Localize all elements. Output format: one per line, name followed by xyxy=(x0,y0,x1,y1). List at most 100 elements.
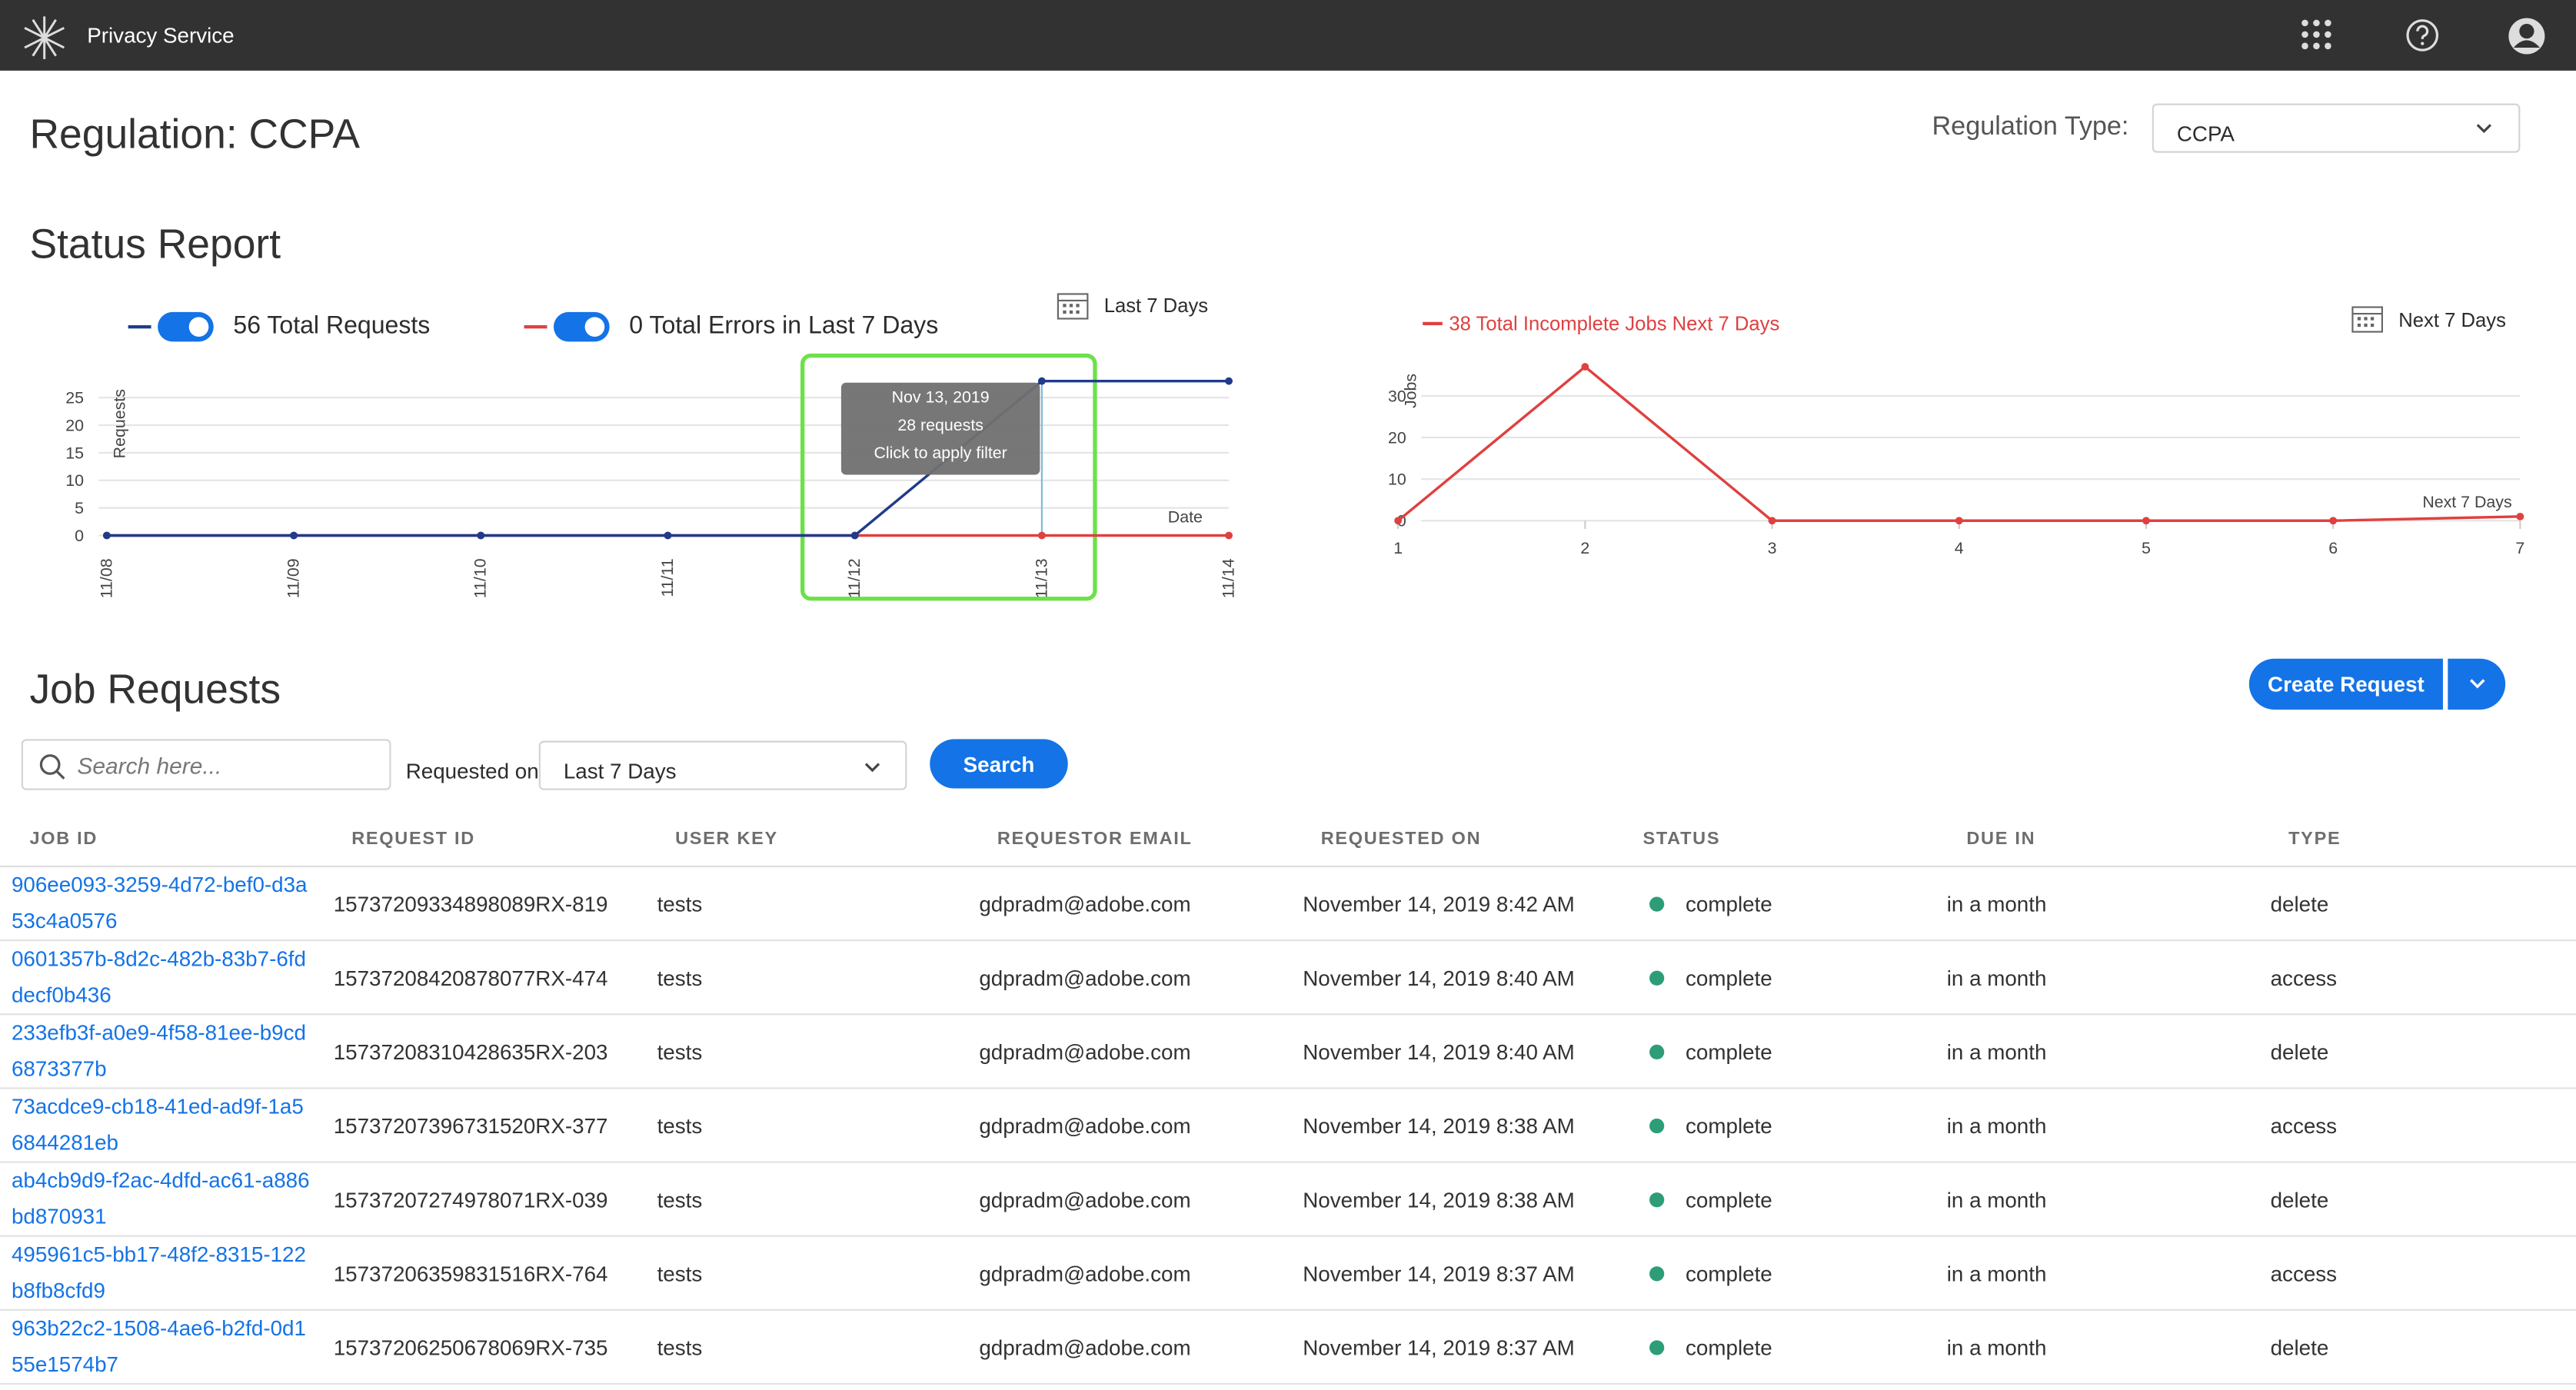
x-tick-label: 11/11 xyxy=(658,558,677,597)
range-label: Last 7 Days xyxy=(1103,294,1209,318)
table-cell: tests xyxy=(657,892,703,917)
status-dot xyxy=(1649,1340,1665,1355)
regulation-type-label: Regulation Type: xyxy=(1932,113,2129,141)
table-cell: delete xyxy=(2270,1039,2329,1065)
status-text: complete xyxy=(1686,892,1772,917)
chevron xyxy=(864,763,880,773)
data-point xyxy=(1394,517,1403,525)
section-title: Job Requests xyxy=(29,667,281,713)
x-tick-label: 4 xyxy=(1955,539,1964,557)
column-header: REQUESTOR EMAIL xyxy=(997,829,1193,850)
status-text: complete xyxy=(1686,1261,1772,1286)
table-cell: access xyxy=(2270,1261,2338,1286)
y-tick-label: 20 xyxy=(1388,429,1406,447)
table-cell: access xyxy=(2270,966,2338,991)
row-divider xyxy=(0,939,2576,942)
row-divider xyxy=(0,1161,2576,1163)
data-point xyxy=(2329,517,2338,525)
column-header: DUE IN xyxy=(1966,829,2036,850)
y-axis-label: Jobs xyxy=(1402,374,1420,408)
table-cell: November 14, 2019 8:38 AM xyxy=(1303,1113,1575,1139)
status-text: complete xyxy=(1686,1335,1772,1361)
job-id-link[interactable]: 73acdce9-cb18-41ed-ad9f-1a56844281eb xyxy=(11,1093,304,1155)
x-tick-label: 2 xyxy=(1580,539,1589,557)
table-cell: 15737208420878077RX-474 xyxy=(333,966,608,991)
table-cell: tests xyxy=(657,1039,703,1065)
table-cell: 15737206359831516RX-764 xyxy=(333,1261,608,1286)
search-button[interactable]: Search xyxy=(930,739,1068,789)
regulation-type-select[interactable]: CCPA xyxy=(2152,103,2521,153)
column-header: JOB ID xyxy=(29,829,98,850)
create-request-menu[interactable] xyxy=(2448,658,2506,710)
header-divider xyxy=(0,865,2576,868)
data-point xyxy=(477,531,485,540)
search-input[interactable]: Search here... xyxy=(21,739,391,790)
toggle[interactable] xyxy=(158,311,214,342)
calendar-icon[interactable] xyxy=(2351,304,2384,333)
calendar-icon[interactable] xyxy=(1057,291,1090,320)
apps-icon[interactable] xyxy=(2300,18,2333,52)
column-header: TYPE xyxy=(2288,829,2341,850)
data-point xyxy=(2516,512,2524,520)
data-point xyxy=(290,531,298,540)
status-dot xyxy=(1649,896,1665,912)
x-tick-label: 1 xyxy=(1393,539,1403,557)
job-id-link[interactable]: 963b22c2-1508-4ae6-b2fd-0d155e1574b7 xyxy=(11,1315,306,1377)
tooltip-text: Nov 13, 2019 xyxy=(892,387,990,406)
y-tick-label: 15 xyxy=(65,444,84,462)
requested-on-select[interactable]: Last 7 Days xyxy=(538,740,907,790)
chevron xyxy=(2476,124,2492,134)
table-cell: delete xyxy=(2270,1187,2329,1212)
table-cell: in a month xyxy=(1946,1261,2047,1286)
column-header: REQUEST ID xyxy=(351,829,475,850)
highlight-box xyxy=(800,353,1097,601)
data-point xyxy=(102,531,111,540)
chevron xyxy=(2468,678,2484,688)
job-id-link[interactable]: 233efb3f-a0e9-4f58-81ee-b9cd6873377b xyxy=(11,1019,306,1081)
table-cell: tests xyxy=(657,966,703,991)
table-cell: November 14, 2019 8:40 AM xyxy=(1303,966,1575,991)
user-avatar[interactable] xyxy=(2507,16,2546,55)
x-tick-label: 11/09 xyxy=(284,558,302,598)
table-cell: in a month xyxy=(1946,892,2047,917)
row-divider xyxy=(0,1235,2576,1237)
job-id-link[interactable]: 0601357b-8d2c-482b-83b7-6fddecf0b436 xyxy=(11,946,306,1007)
table-cell: delete xyxy=(2270,1335,2329,1361)
job-id-link[interactable]: 906ee093-3259-4d72-bef0-d3a53c4a0576 xyxy=(11,872,308,933)
app-logo[interactable] xyxy=(20,13,69,62)
toggle[interactable] xyxy=(553,311,610,342)
table-cell: in a month xyxy=(1946,1113,2047,1139)
series-line xyxy=(1397,364,2521,522)
job-id-link[interactable]: 495961c5-bb17-48f2-8315-122b8fb8cfd9 xyxy=(11,1242,306,1303)
table-cell: gdpradm@adobe.com xyxy=(979,1261,1191,1286)
status-dot xyxy=(1649,970,1665,986)
x-axis-label: Date xyxy=(1168,507,1203,526)
data-point xyxy=(1955,517,1963,525)
x-tick-label: 11/12 xyxy=(845,558,864,598)
app-name[interactable]: Privacy Service xyxy=(87,22,235,48)
y-axis-label: Requests xyxy=(110,389,128,458)
table-cell: 15737208310428635RX-203 xyxy=(333,1039,608,1065)
y-tick-label: 30 xyxy=(1388,387,1406,405)
series-line xyxy=(106,379,1230,537)
section-title: Status Report xyxy=(29,221,281,268)
legend-swatch xyxy=(128,325,151,329)
help-icon[interactable] xyxy=(2405,18,2440,53)
status-text: complete xyxy=(1686,966,1772,991)
table-cell: tests xyxy=(657,1187,703,1212)
status-text: complete xyxy=(1686,1187,1772,1212)
create-request-button[interactable]: Create Request xyxy=(2248,658,2443,710)
x-tick-label: 11/08 xyxy=(97,558,115,598)
y-tick-label: 10 xyxy=(1388,471,1406,489)
tooltip-text: 28 requests xyxy=(897,416,983,434)
x-tick-label: 11/13 xyxy=(1032,558,1050,598)
column-header: STATUS xyxy=(1642,829,1721,850)
data-point xyxy=(1225,531,1233,540)
job-id-link[interactable]: ab4cb9d9-f2ac-4dfd-ac61-a886bd870931 xyxy=(11,1168,310,1229)
y-tick-label: 25 xyxy=(65,389,84,407)
table-cell: gdpradm@adobe.com xyxy=(979,1113,1191,1139)
table-cell: delete xyxy=(2270,892,2329,917)
data-point xyxy=(664,531,672,540)
